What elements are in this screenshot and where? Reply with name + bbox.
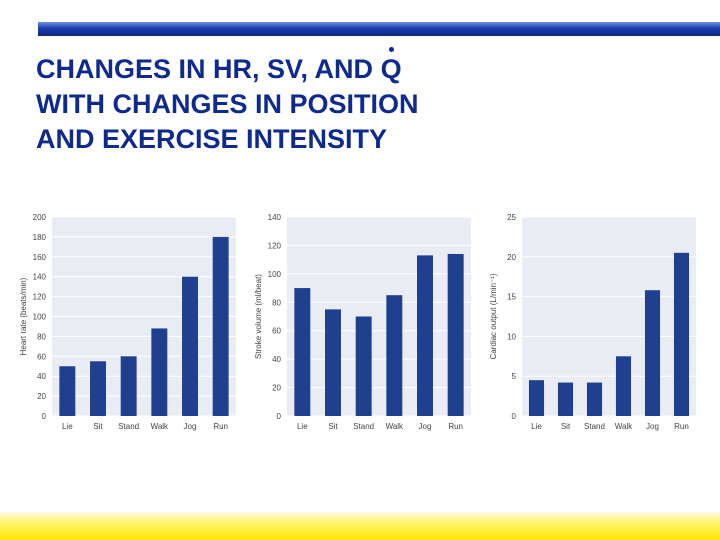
y-tick-label: 60 [37,352,46,361]
y-tick-label: 0 [512,412,517,421]
y-axis-label: Heart rate (beats/min) [19,277,28,355]
x-tick-label: Walk [615,422,633,431]
bar-walk [386,295,403,416]
bar-lie [528,380,545,416]
header-bar [38,22,720,36]
x-tick-label: Lie [62,422,73,431]
y-tick-label: 5 [512,372,517,381]
page-title: CHANGES IN HR, SV, AND Q WITH CHANGES IN… [36,47,596,157]
y-tick-label: 200 [33,213,47,222]
plot-area [522,217,696,416]
y-tick-label: 20 [507,253,516,262]
x-tick-label: Sit [561,422,571,431]
bar-walk [151,328,168,416]
bar-run [447,253,464,416]
x-tick-label: Stand [118,422,139,431]
y-tick-label: 80 [37,332,46,341]
x-tick-label: Run [448,422,463,431]
x-tick-label: Run [674,422,689,431]
title-line-1: CHANGES IN HR, SV, AND Q [36,47,596,87]
x-tick-label: Run [213,422,228,431]
bar-lie [294,288,311,416]
y-tick-label: 120 [33,293,47,302]
footer-bar [0,512,720,540]
y-tick-label: 100 [33,313,47,322]
plot-area [287,217,471,416]
bar-sit [325,309,341,416]
bar-sit [557,382,574,416]
heart-rate-chart: 0 20 40 60 80 100 120 140 160 180 200 Lie Sit Stand Wa… [19,213,236,431]
x-tick-label: Jog [646,422,659,431]
x-tick-label: Walk [386,422,404,431]
y-tick-label: 40 [272,355,281,364]
y-tick-label: 120 [268,241,282,250]
bar-stand [120,356,137,416]
y-tick-label: 10 [507,332,516,341]
bar-run [212,236,229,416]
x-tick-label: Sit [93,422,103,431]
x-tick-label: Jog [419,422,432,431]
y-tick-label: 140 [268,213,282,222]
x-tick-label: Lie [531,422,542,431]
bar-jog [417,255,433,416]
y-axis-label: Stroke volume (ml/beat) [254,274,263,359]
y-tick-label: 20 [37,392,46,401]
y-tick-label: 40 [37,372,46,381]
title-line-1-text: CHANGES IN HR, SV, AND [36,54,381,84]
x-tick-label: Stand [353,422,374,431]
title-line-3: AND EXERCISE INTENSITY [36,124,388,154]
x-tick-label: Walk [151,422,169,431]
y-tick-label: 160 [33,253,47,262]
x-tick-label: Lie [297,422,308,431]
y-tick-label: 80 [272,298,281,307]
stroke-volume-chart: 0 20 40 60 80 100 120 140 Lie Sit Stand Walk Jog Run S… [254,213,471,431]
bar-lie [59,366,76,416]
bar-jog [182,276,198,416]
y-tick-label: 20 [272,384,281,393]
x-tick-label: Sit [328,422,338,431]
q-dot-symbol: Q [381,47,402,87]
y-axis-label: Cardiac output (L/min⁻¹) [489,273,498,359]
x-tick-label: Stand [584,422,605,431]
y-tick-label: 60 [272,327,281,336]
y-tick-label: 140 [33,273,47,282]
cardiac-output-chart: 0 5 10 15 20 25 Lie Sit Stand Walk Jog Run Cardiac o… [489,213,696,431]
bar-jog [644,290,661,416]
x-tick-label: Jog [184,422,197,431]
bar-stand [586,382,603,416]
y-tick-label: 25 [507,213,516,222]
bar-run [673,252,690,416]
y-tick-label: 15 [507,293,516,302]
y-tick-label: 0 [42,412,47,421]
y-tick-label: 0 [277,412,282,421]
bar-walk [615,356,632,416]
bar-stand [355,316,372,416]
title-line-2: WITH CHANGES IN POSITION [36,89,419,119]
y-tick-label: 100 [268,270,282,279]
y-tick-label: 180 [33,233,47,242]
bar-sit [90,361,106,416]
